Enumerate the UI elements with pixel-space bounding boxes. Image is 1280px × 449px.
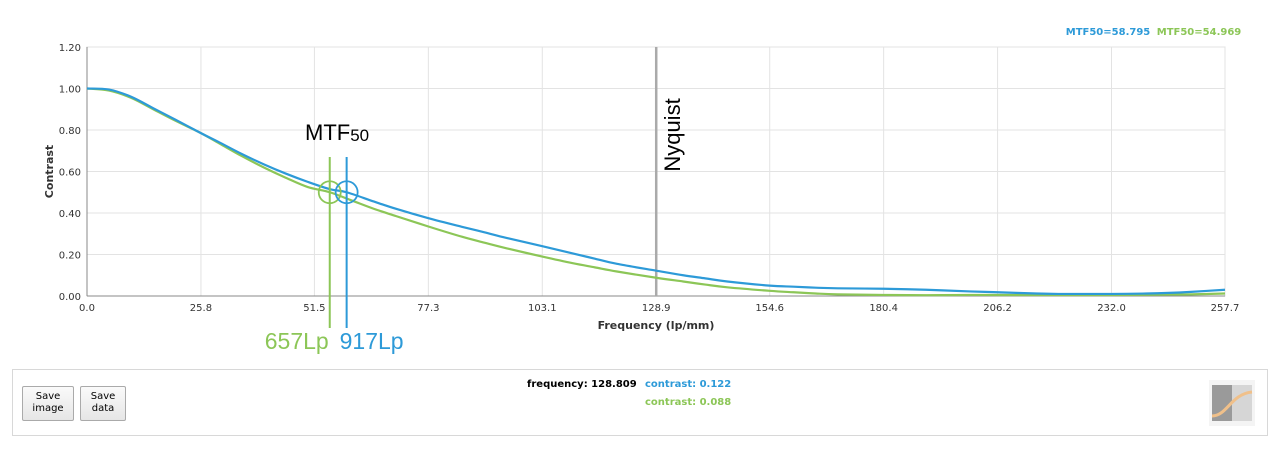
- mtf50-label-blue: 917Lp: [340, 328, 404, 354]
- x-tick-label: 51.5: [303, 303, 325, 314]
- x-axis-title: Frequency (lp/mm): [598, 319, 715, 332]
- y-tick-label: 0.40: [59, 209, 81, 220]
- x-tick-label: 0.0: [79, 303, 95, 314]
- y-axis-title: Contrast: [43, 145, 56, 198]
- y-tick-label: 0.00: [59, 292, 81, 303]
- mtf-chart: 0.0 25.8 51.5 77.3 103.1 128.9 154.6 180.4 206.2…: [43, 27, 1242, 354]
- legend-entry-green: MTF50=54.969: [1157, 27, 1242, 38]
- frequency-readout: frequency: 128.809: [527, 379, 637, 390]
- y-tick-label: 1.00: [59, 85, 81, 96]
- mtf50-title: MTF50: [305, 120, 369, 145]
- x-tick-label: 232.0: [1097, 303, 1126, 314]
- x-tick-label: 128.9: [642, 303, 671, 314]
- mtf50-title-sub: 50: [350, 126, 369, 145]
- x-tick-label: 180.4: [869, 303, 898, 314]
- y-tick-label: 0.60: [59, 168, 81, 179]
- nyquist-line: Nyquist: [654, 47, 685, 296]
- y-tick-label: 0.20: [59, 251, 81, 262]
- x-tick-label: 25.8: [190, 303, 212, 314]
- x-tick-label: 77.3: [417, 303, 439, 314]
- series-line-0: [86, 87, 1226, 296]
- save-image-button[interactable]: Save image: [22, 386, 74, 421]
- mtf50-markers: [317, 157, 359, 328]
- series-line-1: [86, 87, 1226, 297]
- x-tick-label: 206.2: [983, 303, 1012, 314]
- chart-labels: MTF50=58.795 MTF50=54.969 MTF50 657Lp 917Lp: [265, 27, 1242, 354]
- y-tick-label: 1.20: [59, 43, 81, 54]
- legend-entry-blue: MTF50=58.795: [1066, 27, 1151, 38]
- x-tick-label: 257.7: [1211, 303, 1240, 314]
- mtf50-label-green: 657Lp: [265, 328, 329, 354]
- contrast-readout-green: contrast: 0.088: [645, 397, 732, 408]
- mtf50-circle-0: [317, 180, 342, 205]
- nyquist-label: Nyquist: [660, 98, 685, 171]
- x-tick-label: 154.6: [755, 303, 784, 314]
- y-tick-label: 0.80: [59, 126, 81, 137]
- chart-axes: 0.0 25.8 51.5 77.3 103.1 128.9 154.6 180.4 206.2…: [43, 43, 1239, 332]
- save-data-button[interactable]: Save data: [80, 386, 126, 421]
- mtf-curve-thumbnail-icon[interactable]: [1209, 380, 1255, 426]
- control-panel: Save image Save data frequency: 128.809 …: [12, 369, 1268, 436]
- x-tick-label: 103.1: [528, 303, 557, 314]
- mtf50-title-main: MTF: [305, 120, 350, 145]
- chart-series: [86, 87, 1226, 297]
- mtf50-circle-1: [334, 180, 359, 205]
- contrast-readout-blue: contrast: 0.122: [645, 379, 732, 390]
